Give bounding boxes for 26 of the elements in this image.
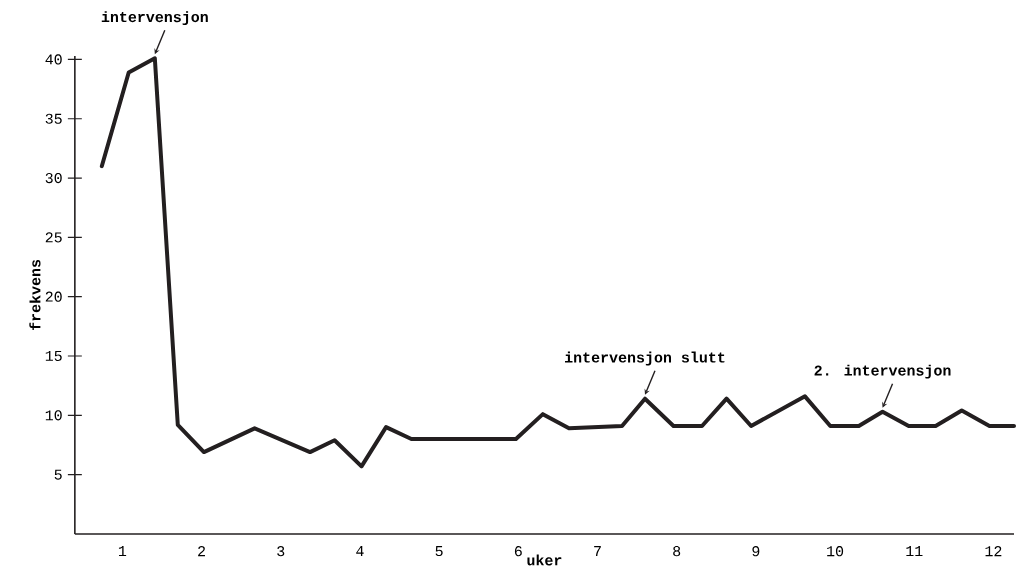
y-tick-label: 20 [45, 291, 62, 302]
x-tick-label: 7 [594, 546, 601, 557]
y-tick-label: 25 [45, 232, 62, 243]
y-tick-label: 10 [45, 410, 62, 421]
x-tick-label: 11 [906, 546, 923, 557]
annotation: intervensjon slutt [565, 351, 725, 366]
y-tick-label: 30 [45, 173, 62, 184]
annotation: intervensjon [101, 11, 208, 26]
x-tick-label: 5 [435, 546, 443, 557]
x-tick-label: 12 [985, 546, 1002, 557]
x-tick-label: 2 [198, 546, 205, 557]
x-tick-label: 10 [827, 546, 844, 557]
y-axis-title: frekvens [29, 259, 41, 331]
line-series [99, 56, 1016, 469]
x-tick-label: 8 [673, 546, 681, 557]
x-axis-title: uker [527, 554, 562, 566]
x-tick-label: 6 [514, 546, 522, 557]
x-tick-label: 1 [118, 546, 127, 557]
x-tick-label: 9 [752, 546, 760, 557]
x-tick-label: 4 [356, 546, 364, 557]
y-tick-label: 15 [45, 351, 62, 362]
x-tick-label: 3 [277, 546, 285, 557]
y-tick-label: 40 [45, 54, 62, 65]
y-tick-label: 5 [54, 469, 62, 480]
y-tick-label: 35 [45, 113, 62, 124]
annotation: 2. intervensjon [814, 364, 951, 379]
